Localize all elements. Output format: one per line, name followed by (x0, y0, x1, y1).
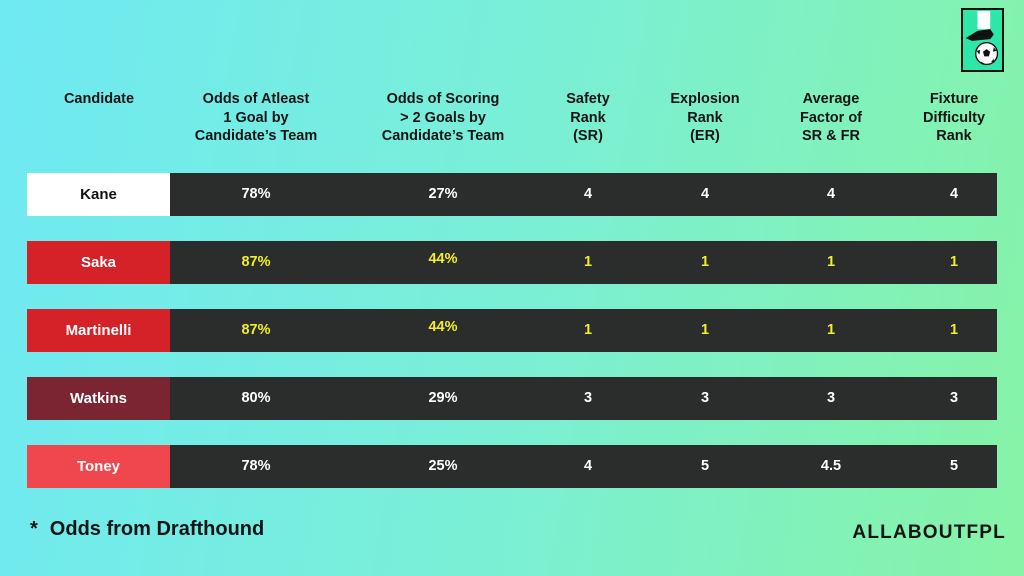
column-header-1: Odds of Atleast 1 Goal by Candidate’s Te… (194, 91, 318, 144)
table-cell: 25% (428, 458, 458, 474)
table-cell: 87% (241, 254, 271, 270)
column-header-6: Fixture Difficulty Rank (922, 91, 986, 144)
table-cell: 1 (583, 322, 593, 338)
table-cell: 44% (428, 251, 458, 267)
row-data-background (170, 241, 997, 284)
table-cell: 1 (826, 322, 836, 338)
table-cell: 1 (949, 254, 959, 270)
row-data-background (170, 309, 997, 352)
table-cell: 4 (826, 186, 836, 202)
table-row: Martinelli 87% 44% 1 1 1 1 (27, 309, 997, 352)
table-cell: 5 (700, 458, 710, 474)
column-header-4: Explosion Rank (ER) (670, 91, 740, 144)
table-cell: 3 (949, 390, 959, 406)
table-header: Candidate Odds of Atleast 1 Goal by Candi… (0, 90, 1024, 150)
candidate-name: Kane (27, 173, 170, 216)
footnote: * Odds from Drafthound (30, 518, 264, 541)
brand-logo-text: ALLABOUTFPL (852, 522, 1006, 543)
row-data-background (170, 445, 997, 488)
table-row: Kane 78% 27% 4 4 4 4 (27, 173, 997, 216)
table-cell: 4 (583, 186, 593, 202)
table-cell: 27% (428, 186, 458, 202)
table-cell: 4 (583, 458, 593, 474)
table-row: Saka 87% 44% 1 1 1 1 (27, 241, 997, 284)
table-cell: 4 (949, 186, 959, 202)
candidate-name: Saka (27, 241, 170, 284)
table-cell: 80% (241, 390, 271, 406)
table-cell: 4.5 (820, 458, 842, 474)
table-cell: 5 (949, 458, 959, 474)
table-row: Toney 78% 25% 4 5 4.5 5 (27, 445, 997, 488)
table-cell: 1 (583, 254, 593, 270)
candidate-name: Watkins (27, 377, 170, 420)
footnote-star: * (30, 518, 38, 540)
table-cell: 1 (949, 322, 959, 338)
candidate-name: Martinelli (27, 309, 170, 352)
table-cell: 44% (428, 319, 458, 335)
table-cell: 1 (826, 254, 836, 270)
table-cell: 29% (428, 390, 458, 406)
table-cell: 3 (700, 390, 710, 406)
candidate-name: Toney (27, 445, 170, 488)
column-header-0: Candidate (63, 91, 135, 107)
row-data-background (170, 173, 997, 216)
table-cell: 1 (700, 322, 710, 338)
table-cell: 4 (700, 186, 710, 202)
row-data-background (170, 377, 997, 420)
column-header-2: Odds of Scoring > 2 Goals by Candidate’s… (381, 91, 505, 144)
column-header-5: Average Factor of SR & FR (799, 91, 863, 144)
table-cell: 87% (241, 322, 271, 338)
column-header-3: Safety Rank (SR) (566, 91, 610, 144)
table-cell: 1 (700, 254, 710, 270)
football-boot-and-ball-icon (961, 8, 1004, 72)
table-cell: 78% (241, 458, 271, 474)
table-cell: 3 (583, 390, 593, 406)
table-cell: 78% (241, 186, 271, 202)
footnote-text: Odds from Drafthound (49, 518, 265, 540)
table-row: Watkins 80% 29% 3 3 3 3 (27, 377, 997, 420)
table-cell: 3 (826, 390, 836, 406)
